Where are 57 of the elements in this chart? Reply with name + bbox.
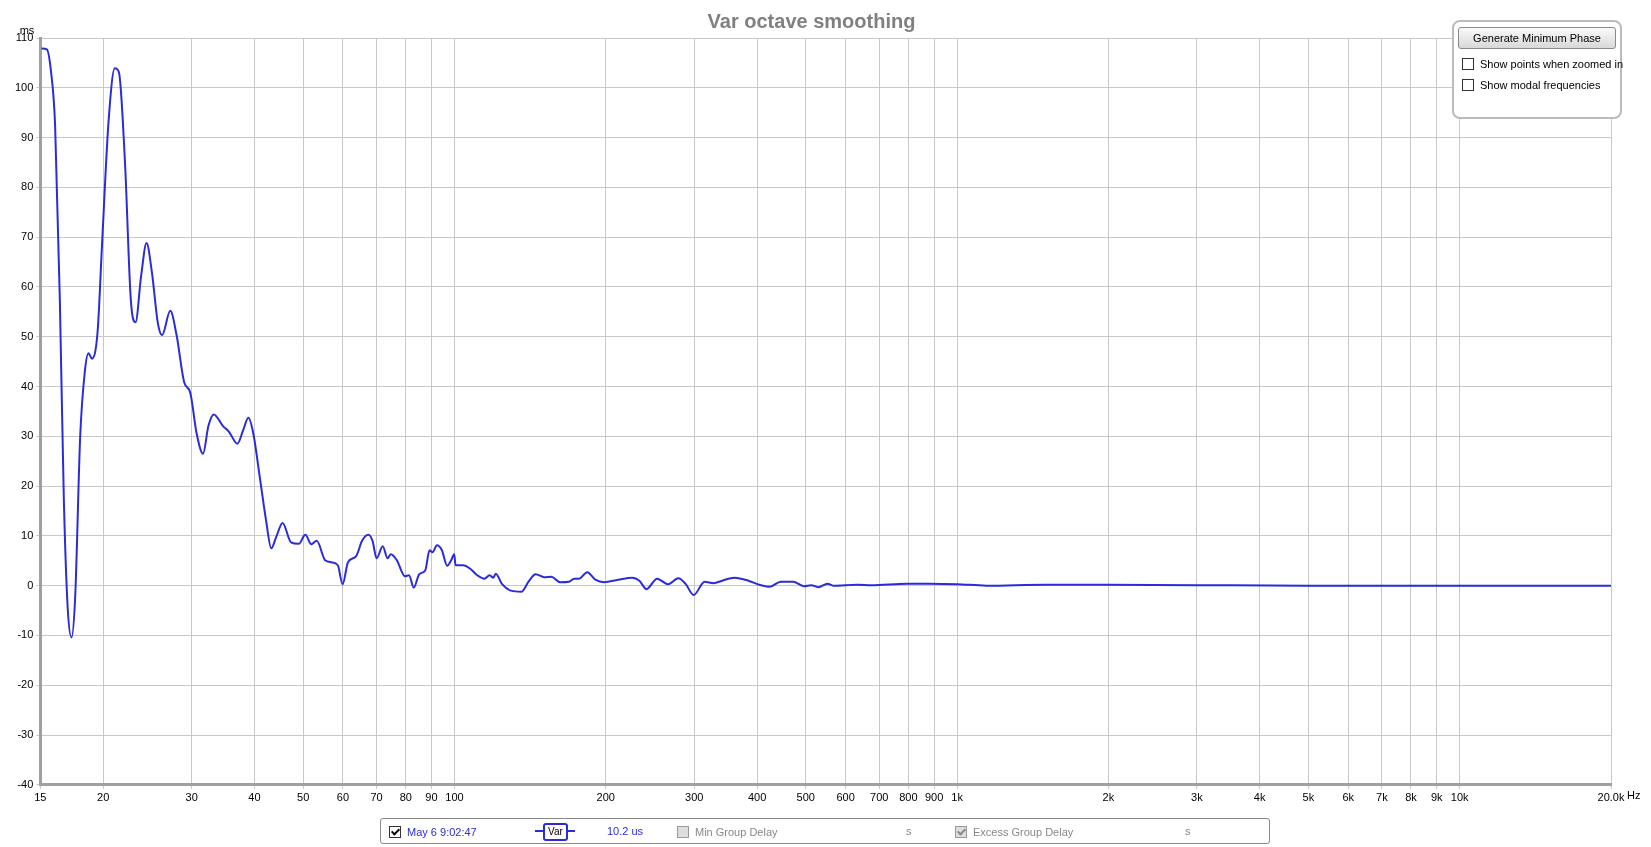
- y-tick-label: 100: [14, 80, 34, 93]
- y-tick-label: 90: [21, 130, 34, 143]
- annotation: Show points when zoomed in: [1480, 58, 1624, 71]
- text: May 6 9:02:47: [407, 826, 477, 839]
- x-tick-label: 800: [899, 791, 918, 804]
- y-tick-label: 70: [21, 230, 34, 243]
- y-tick-label: 80: [21, 180, 34, 193]
- x-tick-label: 5k: [1302, 791, 1315, 804]
- y-tick-label: 0: [27, 578, 34, 591]
- x-tick-label: 500: [796, 791, 815, 804]
- x-tick-label: 20: [97, 791, 110, 804]
- x-tick-label: 4k: [1253, 791, 1266, 804]
- x-tick-label: 10k: [1450, 791, 1470, 804]
- x-tick-label: 7k: [1376, 791, 1389, 804]
- y-tick-label: 30: [21, 429, 34, 442]
- y-tick-label: 60: [21, 279, 34, 292]
- x-tick-label: 20.0k: [1597, 791, 1625, 804]
- x-tick-label: 15: [34, 791, 47, 804]
- x-axis-title: Hz: [1627, 789, 1641, 802]
- x-tick-label: 700: [870, 791, 889, 804]
- x-tick-label: 100: [445, 791, 464, 804]
- y-tick-label: 10: [21, 528, 34, 541]
- x-tick-label: 40: [248, 791, 261, 804]
- y-tick-label: -40: [17, 777, 34, 790]
- x-tick-label: 2k: [1102, 791, 1115, 804]
- x-tick-label: 1k: [951, 791, 964, 804]
- y-tick-label: 20: [21, 479, 34, 492]
- text: Var: [543, 823, 568, 841]
- x-tick-label: 200: [596, 791, 615, 804]
- x-tick-label: 8k: [1405, 791, 1418, 804]
- text: s: [906, 824, 912, 839]
- x-tick-label: 900: [924, 791, 944, 804]
- text: Excess Group Delay: [973, 826, 1074, 839]
- x-tick-label: 400: [747, 791, 767, 804]
- text: 10.2 us: [607, 824, 644, 839]
- y-tick-label: -10: [17, 628, 34, 641]
- y-tick-label: 40: [21, 379, 34, 392]
- x-tick-label: 30: [185, 791, 198, 804]
- y-tick-label: -30: [17, 728, 34, 741]
- settings-panel: Generate Minimum Phase Show points when zoomed in Show modal frequencies: [1452, 20, 1622, 119]
- x-tick-label: 50: [297, 791, 310, 804]
- x-tick-label: 70: [370, 791, 383, 804]
- x-tick-label: 90: [425, 791, 438, 804]
- button: Generate Minimum Phase: [1458, 27, 1616, 49]
- x-tick-label: 600: [836, 791, 855, 804]
- annotation: Show modal frequencies: [1480, 79, 1601, 92]
- x-tick-label: 6k: [1342, 791, 1355, 804]
- x-tick-label: 80: [399, 791, 412, 804]
- x-tick-label: 60: [336, 791, 350, 804]
- x-tick-label: 9k: [1430, 791, 1443, 804]
- y-tick-label: -20: [17, 678, 34, 691]
- x-tick-label: 3k: [1191, 791, 1204, 804]
- text: Min Group Delay: [695, 826, 778, 839]
- x-tick-label: 300: [685, 791, 704, 804]
- chart-title: Var octave smoothing: [707, 9, 916, 32]
- y-tick-label: 50: [21, 329, 34, 342]
- text: s: [1185, 824, 1191, 839]
